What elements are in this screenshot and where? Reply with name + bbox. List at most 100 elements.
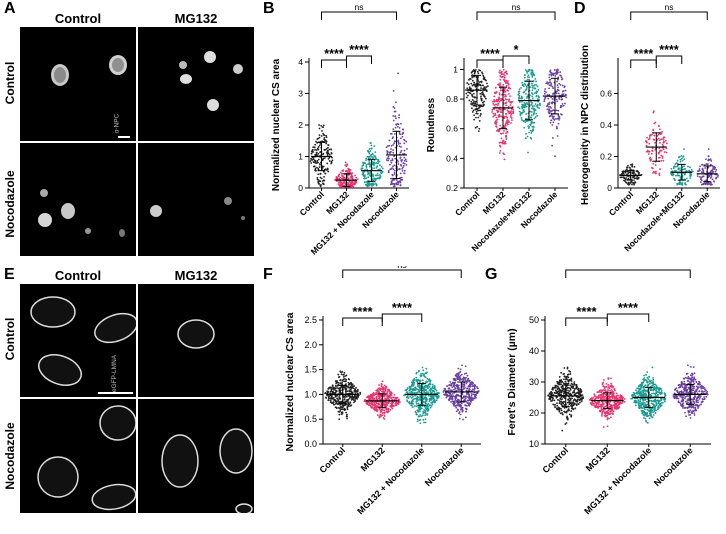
data-point bbox=[372, 394, 374, 397]
data-point bbox=[519, 113, 522, 116]
data-point bbox=[475, 108, 478, 110]
data-point bbox=[389, 163, 391, 166]
data-point bbox=[322, 124, 325, 127]
data-point bbox=[404, 158, 407, 161]
data-point bbox=[627, 172, 630, 175]
data-point bbox=[470, 78, 472, 80]
data-point bbox=[518, 101, 521, 104]
data-point bbox=[564, 102, 566, 105]
data-point bbox=[341, 177, 343, 180]
data-point bbox=[423, 421, 425, 424]
data-point bbox=[530, 103, 533, 106]
data-point bbox=[659, 393, 662, 396]
data-point bbox=[676, 159, 679, 162]
data-point bbox=[424, 414, 426, 417]
data-point bbox=[450, 394, 453, 397]
data-point bbox=[385, 146, 388, 149]
data-point bbox=[601, 393, 604, 395]
data-point bbox=[356, 390, 358, 392]
data-point bbox=[475, 112, 478, 115]
data-point bbox=[498, 71, 501, 74]
data-point bbox=[676, 174, 679, 177]
data-point bbox=[468, 86, 471, 89]
data-point bbox=[535, 105, 538, 107]
data-point bbox=[338, 389, 341, 391]
data-point bbox=[522, 120, 525, 123]
data-point bbox=[472, 102, 475, 105]
data-point bbox=[431, 403, 434, 406]
data-point bbox=[659, 402, 662, 405]
data-point bbox=[365, 157, 368, 160]
data-point bbox=[403, 138, 405, 141]
data-point bbox=[523, 106, 526, 108]
data-point bbox=[569, 397, 571, 400]
data-point bbox=[618, 406, 621, 408]
data-point bbox=[577, 392, 579, 395]
data-point bbox=[429, 391, 432, 394]
data-point bbox=[416, 388, 418, 391]
data-point bbox=[547, 97, 550, 100]
data-point bbox=[319, 180, 322, 183]
data-point bbox=[361, 165, 364, 167]
data-point bbox=[443, 389, 446, 392]
data-point bbox=[561, 389, 564, 392]
data-point bbox=[327, 396, 330, 399]
data-point bbox=[578, 396, 581, 399]
data-point bbox=[430, 397, 433, 400]
data-point bbox=[416, 409, 419, 412]
data-point bbox=[551, 101, 554, 104]
data-point bbox=[403, 159, 406, 162]
data-point bbox=[346, 417, 348, 420]
data-point bbox=[495, 125, 497, 128]
data-point bbox=[466, 374, 469, 377]
data-point bbox=[455, 373, 458, 376]
data-point bbox=[504, 82, 507, 84]
data-point bbox=[470, 393, 473, 395]
data-point bbox=[417, 415, 420, 418]
data-point bbox=[472, 69, 475, 71]
data-point bbox=[678, 183, 681, 186]
data-point bbox=[652, 414, 655, 416]
data-point bbox=[548, 76, 551, 79]
data-point bbox=[447, 394, 450, 397]
data-point bbox=[543, 90, 546, 93]
data-point bbox=[398, 116, 400, 119]
data-point bbox=[319, 176, 322, 179]
panel-letter-b: B bbox=[263, 0, 275, 17]
data-point bbox=[392, 185, 395, 188]
data-point bbox=[384, 404, 387, 406]
data-point bbox=[457, 394, 460, 397]
data-point bbox=[435, 399, 438, 402]
data-point bbox=[640, 381, 643, 384]
data-point bbox=[419, 408, 422, 411]
data-point bbox=[478, 105, 480, 107]
data-point bbox=[639, 398, 642, 401]
data-point bbox=[657, 137, 660, 140]
data-point bbox=[644, 403, 647, 406]
data-point bbox=[366, 401, 369, 404]
data-point bbox=[382, 395, 385, 397]
data-point bbox=[320, 184, 322, 186]
data-point bbox=[416, 418, 419, 421]
data-point bbox=[499, 149, 502, 152]
data-point bbox=[341, 371, 344, 373]
data-point bbox=[650, 153, 653, 155]
data-point bbox=[345, 383, 347, 385]
data-point bbox=[572, 399, 575, 402]
data-point bbox=[608, 395, 611, 398]
data-point bbox=[665, 147, 668, 150]
data-point bbox=[557, 86, 560, 89]
data-point bbox=[497, 128, 499, 131]
data-point bbox=[654, 412, 657, 414]
data-point bbox=[326, 167, 329, 170]
data-point bbox=[479, 113, 482, 115]
data-point bbox=[374, 174, 377, 177]
data-point bbox=[377, 160, 379, 163]
data-point bbox=[546, 81, 548, 83]
data-point bbox=[507, 87, 510, 89]
data-point bbox=[344, 161, 347, 164]
data-point bbox=[550, 110, 553, 112]
data-point bbox=[565, 96, 568, 99]
data-point bbox=[550, 390, 553, 393]
data-point bbox=[479, 109, 482, 112]
